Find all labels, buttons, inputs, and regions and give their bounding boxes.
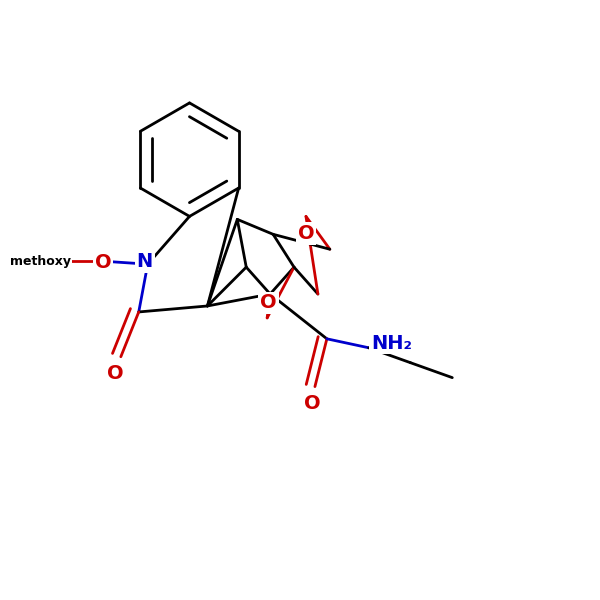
Text: O: O [95, 253, 111, 272]
Text: O: O [304, 394, 320, 413]
Text: O: O [107, 364, 123, 383]
Text: N: N [137, 251, 153, 271]
Text: methoxy: methoxy [10, 254, 71, 268]
Text: O: O [260, 293, 277, 313]
Text: NH₂: NH₂ [371, 334, 412, 353]
Text: O: O [298, 224, 314, 242]
